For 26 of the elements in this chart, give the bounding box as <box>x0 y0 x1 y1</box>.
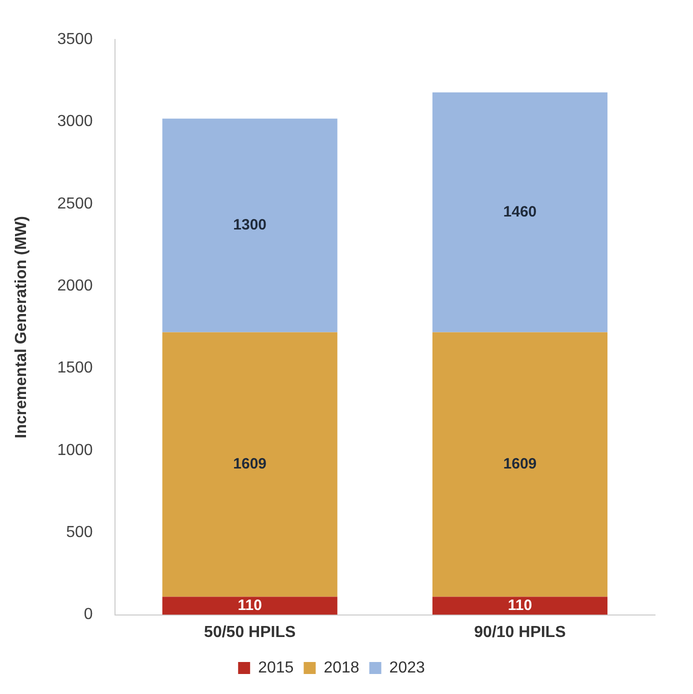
y-tick-label: 3000 <box>57 113 93 130</box>
legend-label: 2018 <box>324 659 360 676</box>
data-label: 110 <box>508 596 532 614</box>
bar <box>162 332 338 597</box>
y-tick-label: 2500 <box>57 195 93 212</box>
y-tick-label: 3500 <box>57 31 93 48</box>
bar <box>432 92 608 332</box>
data-label: 110 <box>238 596 262 614</box>
data-label: 1460 <box>503 203 537 220</box>
y-tick-label: 2000 <box>57 278 93 295</box>
data-label: 1300 <box>233 216 267 234</box>
legend-label: 2015 <box>258 659 294 676</box>
bar <box>432 332 608 597</box>
data-label: 1609 <box>503 456 537 473</box>
y-tick-label: 500 <box>66 524 93 542</box>
y-tick-label: 0 <box>84 606 93 624</box>
y-axis-title: Incremental Generation (MW) <box>13 216 30 438</box>
x-tick-label: 90/10 HPILS <box>474 624 566 641</box>
x-tick-label: 50/50 HPILS <box>204 624 296 641</box>
bar <box>162 596 338 615</box>
y-tick-label: 1000 <box>57 442 93 459</box>
y-tick-label: 1500 <box>57 360 93 377</box>
data-label: 1609 <box>233 456 267 473</box>
bar <box>432 596 608 615</box>
bar <box>162 118 338 332</box>
legend-label: 2023 <box>389 659 425 676</box>
